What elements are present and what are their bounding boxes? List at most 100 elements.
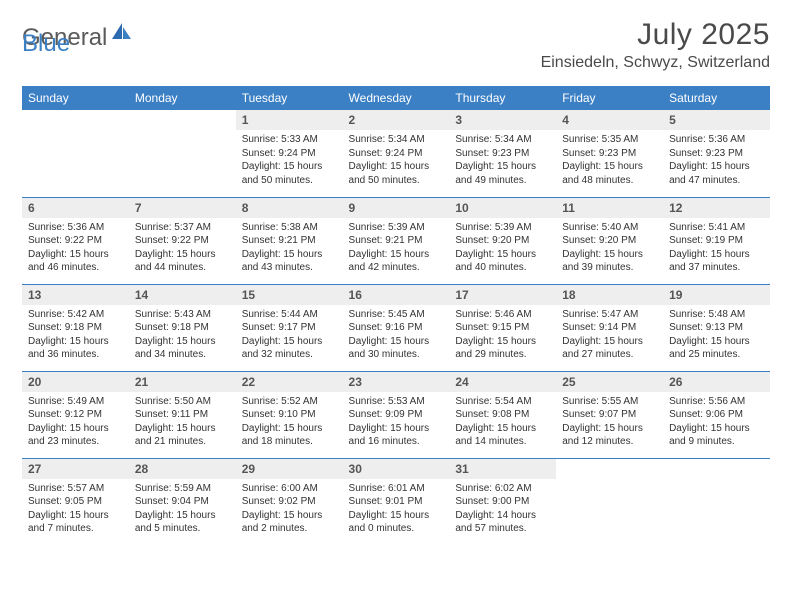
calendar-day-cell: 5Sunrise: 5:36 AMSunset: 9:23 PMDaylight… — [663, 110, 770, 197]
day-details: Sunrise: 5:55 AMSunset: 9:07 PMDaylight:… — [556, 392, 663, 453]
day-number: 16 — [343, 285, 450, 305]
day-details: Sunrise: 5:54 AMSunset: 9:08 PMDaylight:… — [449, 392, 556, 453]
day-number: 12 — [663, 198, 770, 218]
day-details: Sunrise: 5:37 AMSunset: 9:22 PMDaylight:… — [129, 218, 236, 279]
sunset-text: Sunset: 9:23 PM — [669, 147, 764, 161]
day-number: 10 — [449, 198, 556, 218]
day-number: 11 — [556, 198, 663, 218]
calendar-day-cell: 12Sunrise: 5:41 AMSunset: 9:19 PMDayligh… — [663, 197, 770, 284]
weekday-header: Monday — [129, 86, 236, 110]
sunset-text: Sunset: 9:11 PM — [135, 408, 230, 422]
sunset-text: Sunset: 9:06 PM — [669, 408, 764, 422]
page-header: General July 2025 Einsiedeln, Schwyz, Sw… — [22, 18, 770, 72]
day-number: 14 — [129, 285, 236, 305]
day-number: 18 — [556, 285, 663, 305]
day-number: 24 — [449, 372, 556, 392]
daylight-text: Daylight: 15 hours and 49 minutes. — [455, 160, 550, 187]
sunrise-text: Sunrise: 5:55 AM — [562, 395, 657, 409]
day-details: Sunrise: 5:47 AMSunset: 9:14 PMDaylight:… — [556, 305, 663, 366]
calendar-week-row: 1Sunrise: 5:33 AMSunset: 9:24 PMDaylight… — [22, 110, 770, 197]
daylight-text: Daylight: 15 hours and 2 minutes. — [242, 509, 337, 536]
daylight-text: Daylight: 15 hours and 30 minutes. — [349, 335, 444, 362]
calendar-day-cell — [556, 458, 663, 545]
day-details: Sunrise: 5:43 AMSunset: 9:18 PMDaylight:… — [129, 305, 236, 366]
day-number: 23 — [343, 372, 450, 392]
calendar-day-cell — [129, 110, 236, 197]
day-number: 4 — [556, 110, 663, 130]
sunset-text: Sunset: 9:13 PM — [669, 321, 764, 335]
day-number: 29 — [236, 459, 343, 479]
day-number: 25 — [556, 372, 663, 392]
calendar-day-cell: 21Sunrise: 5:50 AMSunset: 9:11 PMDayligh… — [129, 371, 236, 458]
daylight-text: Daylight: 15 hours and 14 minutes. — [455, 422, 550, 449]
daylight-text: Daylight: 15 hours and 7 minutes. — [28, 509, 123, 536]
daylight-text: Daylight: 15 hours and 50 minutes. — [349, 160, 444, 187]
calendar-day-cell: 6Sunrise: 5:36 AMSunset: 9:22 PMDaylight… — [22, 197, 129, 284]
calendar-day-cell: 23Sunrise: 5:53 AMSunset: 9:09 PMDayligh… — [343, 371, 450, 458]
sunrise-text: Sunrise: 5:36 AM — [28, 221, 123, 235]
day-details: Sunrise: 5:42 AMSunset: 9:18 PMDaylight:… — [22, 305, 129, 366]
calendar-week-row: 6Sunrise: 5:36 AMSunset: 9:22 PMDaylight… — [22, 197, 770, 284]
day-number: 30 — [343, 459, 450, 479]
weekday-header: Friday — [556, 86, 663, 110]
day-details: Sunrise: 5:34 AMSunset: 9:24 PMDaylight:… — [343, 130, 450, 191]
calendar-day-cell — [22, 110, 129, 197]
sunrise-text: Sunrise: 5:35 AM — [562, 133, 657, 147]
sunset-text: Sunset: 9:09 PM — [349, 408, 444, 422]
daylight-text: Daylight: 15 hours and 12 minutes. — [562, 422, 657, 449]
sunset-text: Sunset: 9:10 PM — [242, 408, 337, 422]
daylight-text: Daylight: 15 hours and 25 minutes. — [669, 335, 764, 362]
calendar-day-cell: 4Sunrise: 5:35 AMSunset: 9:23 PMDaylight… — [556, 110, 663, 197]
sunset-text: Sunset: 9:05 PM — [28, 495, 123, 509]
sunset-text: Sunset: 9:08 PM — [455, 408, 550, 422]
sunset-text: Sunset: 9:17 PM — [242, 321, 337, 335]
sunset-text: Sunset: 9:04 PM — [135, 495, 230, 509]
daylight-text: Daylight: 15 hours and 29 minutes. — [455, 335, 550, 362]
sunset-text: Sunset: 9:16 PM — [349, 321, 444, 335]
calendar-day-cell: 26Sunrise: 5:56 AMSunset: 9:06 PMDayligh… — [663, 371, 770, 458]
sunset-text: Sunset: 9:21 PM — [242, 234, 337, 248]
sunrise-text: Sunrise: 5:50 AM — [135, 395, 230, 409]
sunrise-text: Sunrise: 6:00 AM — [242, 482, 337, 496]
day-number: 17 — [449, 285, 556, 305]
sunrise-text: Sunrise: 5:40 AM — [562, 221, 657, 235]
weekday-header: Wednesday — [343, 86, 450, 110]
sunrise-text: Sunrise: 5:45 AM — [349, 308, 444, 322]
day-number: 3 — [449, 110, 556, 130]
day-details: Sunrise: 5:33 AMSunset: 9:24 PMDaylight:… — [236, 130, 343, 191]
day-number: 8 — [236, 198, 343, 218]
sunset-text: Sunset: 9:07 PM — [562, 408, 657, 422]
calendar-day-cell: 7Sunrise: 5:37 AMSunset: 9:22 PMDaylight… — [129, 197, 236, 284]
day-details: Sunrise: 6:00 AMSunset: 9:02 PMDaylight:… — [236, 479, 343, 540]
day-number: 26 — [663, 372, 770, 392]
calendar-day-cell: 15Sunrise: 5:44 AMSunset: 9:17 PMDayligh… — [236, 284, 343, 371]
sunrise-text: Sunrise: 5:52 AM — [242, 395, 337, 409]
day-details: Sunrise: 5:39 AMSunset: 9:20 PMDaylight:… — [449, 218, 556, 279]
sunset-text: Sunset: 9:24 PM — [349, 147, 444, 161]
daylight-text: Daylight: 15 hours and 27 minutes. — [562, 335, 657, 362]
day-details: Sunrise: 5:35 AMSunset: 9:23 PMDaylight:… — [556, 130, 663, 191]
sunrise-text: Sunrise: 5:59 AM — [135, 482, 230, 496]
brand-part2: Blue — [22, 30, 70, 57]
sunrise-text: Sunrise: 5:56 AM — [669, 395, 764, 409]
day-details: Sunrise: 5:57 AMSunset: 9:05 PMDaylight:… — [22, 479, 129, 540]
calendar-day-cell: 2Sunrise: 5:34 AMSunset: 9:24 PMDaylight… — [343, 110, 450, 197]
calendar-day-cell: 10Sunrise: 5:39 AMSunset: 9:20 PMDayligh… — [449, 197, 556, 284]
sunrise-text: Sunrise: 5:53 AM — [349, 395, 444, 409]
daylight-text: Daylight: 15 hours and 40 minutes. — [455, 248, 550, 275]
day-details: Sunrise: 5:49 AMSunset: 9:12 PMDaylight:… — [22, 392, 129, 453]
day-details: Sunrise: 5:40 AMSunset: 9:20 PMDaylight:… — [556, 218, 663, 279]
daylight-text: Daylight: 15 hours and 42 minutes. — [349, 248, 444, 275]
day-details: Sunrise: 5:52 AMSunset: 9:10 PMDaylight:… — [236, 392, 343, 453]
sunset-text: Sunset: 9:01 PM — [349, 495, 444, 509]
day-details: Sunrise: 5:41 AMSunset: 9:19 PMDaylight:… — [663, 218, 770, 279]
sunrise-text: Sunrise: 6:02 AM — [455, 482, 550, 496]
daylight-text: Daylight: 15 hours and 39 minutes. — [562, 248, 657, 275]
sunrise-text: Sunrise: 5:48 AM — [669, 308, 764, 322]
daylight-text: Daylight: 15 hours and 47 minutes. — [669, 160, 764, 187]
daylight-text: Daylight: 15 hours and 32 minutes. — [242, 335, 337, 362]
calendar-day-cell: 29Sunrise: 6:00 AMSunset: 9:02 PMDayligh… — [236, 458, 343, 545]
daylight-text: Daylight: 15 hours and 43 minutes. — [242, 248, 337, 275]
daylight-text: Daylight: 15 hours and 23 minutes. — [28, 422, 123, 449]
sunrise-text: Sunrise: 5:49 AM — [28, 395, 123, 409]
